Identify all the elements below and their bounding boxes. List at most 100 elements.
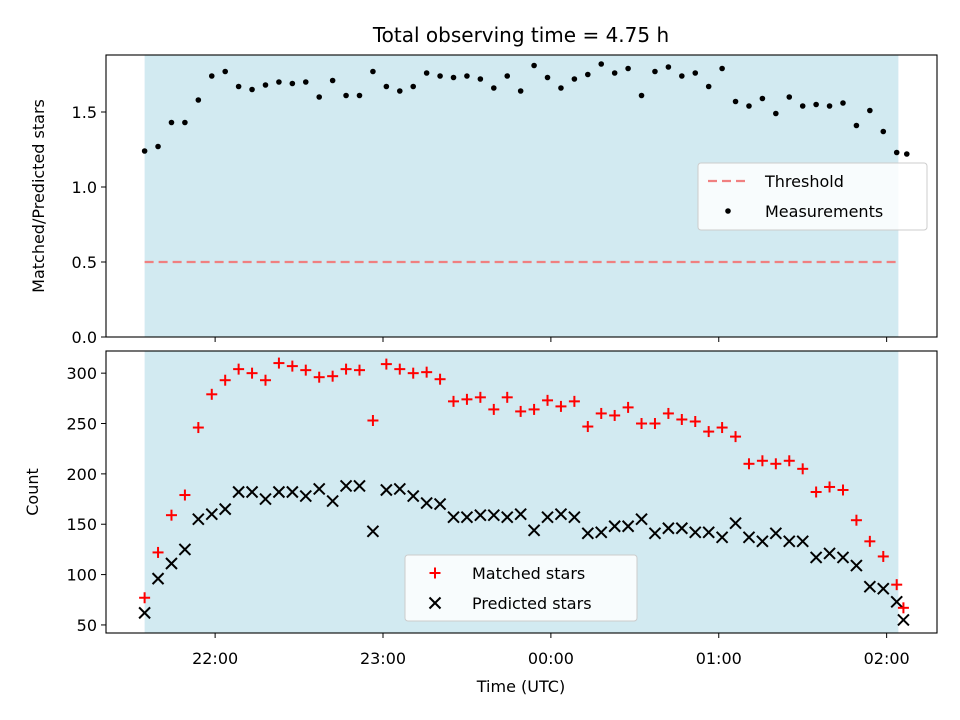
predicted-point	[312, 482, 326, 496]
matched-point	[649, 418, 661, 430]
predicted-point-b	[769, 527, 783, 540]
predicted-point	[339, 479, 353, 493]
predicted-point-b	[407, 489, 420, 503]
measurement-point	[423, 70, 430, 76]
predicted-point	[380, 483, 393, 497]
matched-point	[421, 366, 433, 378]
measurement-point	[195, 97, 202, 103]
predicted-point-b	[648, 527, 662, 540]
predicted-point	[568, 510, 581, 524]
predicted-point-b	[474, 508, 487, 522]
matched-point	[515, 405, 527, 417]
measurement-point	[786, 94, 793, 100]
predicted-point-b	[809, 551, 823, 564]
predicted-point	[850, 559, 863, 572]
matched-point	[582, 421, 594, 433]
matched-point	[501, 391, 513, 403]
predicted-point-b	[595, 526, 608, 539]
matched-point	[716, 422, 728, 434]
predicted-point	[192, 512, 205, 526]
measurement-point	[853, 122, 860, 129]
y-axis-label: Count	[23, 468, 42, 516]
measurement-point	[652, 68, 658, 75]
predicted-point	[151, 572, 165, 585]
predicted-point-b	[192, 512, 205, 526]
matched-point	[340, 363, 352, 375]
matched-point	[353, 364, 365, 376]
predicted-point-b	[541, 510, 554, 524]
y-tick-label: 1.5	[72, 103, 97, 122]
predicted-point-b	[514, 507, 527, 521]
measurement-point	[903, 151, 910, 157]
legend-threshold-label: Threshold	[764, 172, 844, 191]
predicted-point-b	[890, 595, 903, 608]
predicted-point-b	[863, 580, 877, 593]
matched-point	[783, 455, 795, 467]
x-tick-label: 01:00	[696, 649, 742, 668]
matched-point	[206, 388, 218, 400]
predicted-point	[796, 535, 809, 548]
matched-point	[313, 371, 325, 383]
matched-point	[407, 367, 419, 379]
predicted-point	[259, 492, 272, 506]
predicted-point-b	[783, 535, 796, 548]
predicted-point	[366, 525, 380, 538]
predicted-point	[326, 494, 339, 508]
matched-point	[448, 395, 460, 407]
measurement-point	[276, 79, 282, 85]
matched-point	[367, 414, 379, 426]
measurement-point	[893, 149, 900, 156]
matched-point	[434, 373, 446, 385]
measurement-point	[544, 74, 551, 81]
matched-point	[568, 395, 580, 407]
predicted-point	[581, 527, 595, 540]
legend-measurements-label: Measurements	[765, 202, 883, 221]
measurement-point	[840, 100, 846, 106]
predicted-point	[635, 512, 648, 526]
predicted-point	[232, 485, 245, 499]
predicted-point-b	[554, 507, 568, 521]
predicted-point-b	[850, 559, 863, 572]
predicted-point	[178, 543, 192, 556]
x-tick-label: 02:00	[864, 649, 910, 668]
matched-point	[662, 407, 674, 419]
predicted-point	[897, 613, 910, 627]
y-tick-label: 50	[77, 616, 97, 635]
predicted-point	[863, 580, 877, 593]
y-axis-label: Matched/Predicted stars	[29, 99, 48, 293]
predicted-point	[729, 517, 742, 530]
predicted-point	[823, 547, 836, 560]
y-tick-label: 100	[66, 566, 97, 585]
measurement-point	[316, 94, 323, 100]
measurement-point	[867, 107, 873, 114]
matched-point	[743, 458, 755, 470]
predicted-point	[407, 489, 420, 503]
predicted-point	[420, 496, 433, 510]
measurement-point	[302, 79, 309, 85]
measurement-point	[504, 73, 511, 79]
predicted-point	[541, 510, 554, 524]
measurement-point	[611, 70, 618, 76]
matched-point	[609, 409, 621, 421]
measurement-point	[155, 143, 161, 150]
matched-point	[488, 403, 500, 415]
matched-point	[179, 489, 191, 501]
y-tick-label: 0.5	[72, 253, 97, 272]
predicted-point	[769, 527, 783, 540]
predicted-point-b	[877, 582, 890, 595]
predicted-point	[689, 526, 702, 539]
matched-point	[139, 592, 151, 604]
measurement-point	[719, 65, 725, 72]
predicted-point-b	[433, 497, 447, 511]
x-tick-label: 00:00	[528, 649, 574, 668]
measurement-point	[880, 128, 887, 135]
matched-point	[636, 418, 648, 430]
matched-point	[429, 567, 441, 579]
matched-point	[877, 550, 889, 562]
matched-point	[756, 455, 768, 467]
predicted-point	[165, 557, 178, 570]
predicted-point	[487, 508, 501, 522]
predicted-point-b	[393, 482, 406, 496]
predicted-point-b	[581, 527, 595, 540]
matched-point	[219, 374, 231, 386]
